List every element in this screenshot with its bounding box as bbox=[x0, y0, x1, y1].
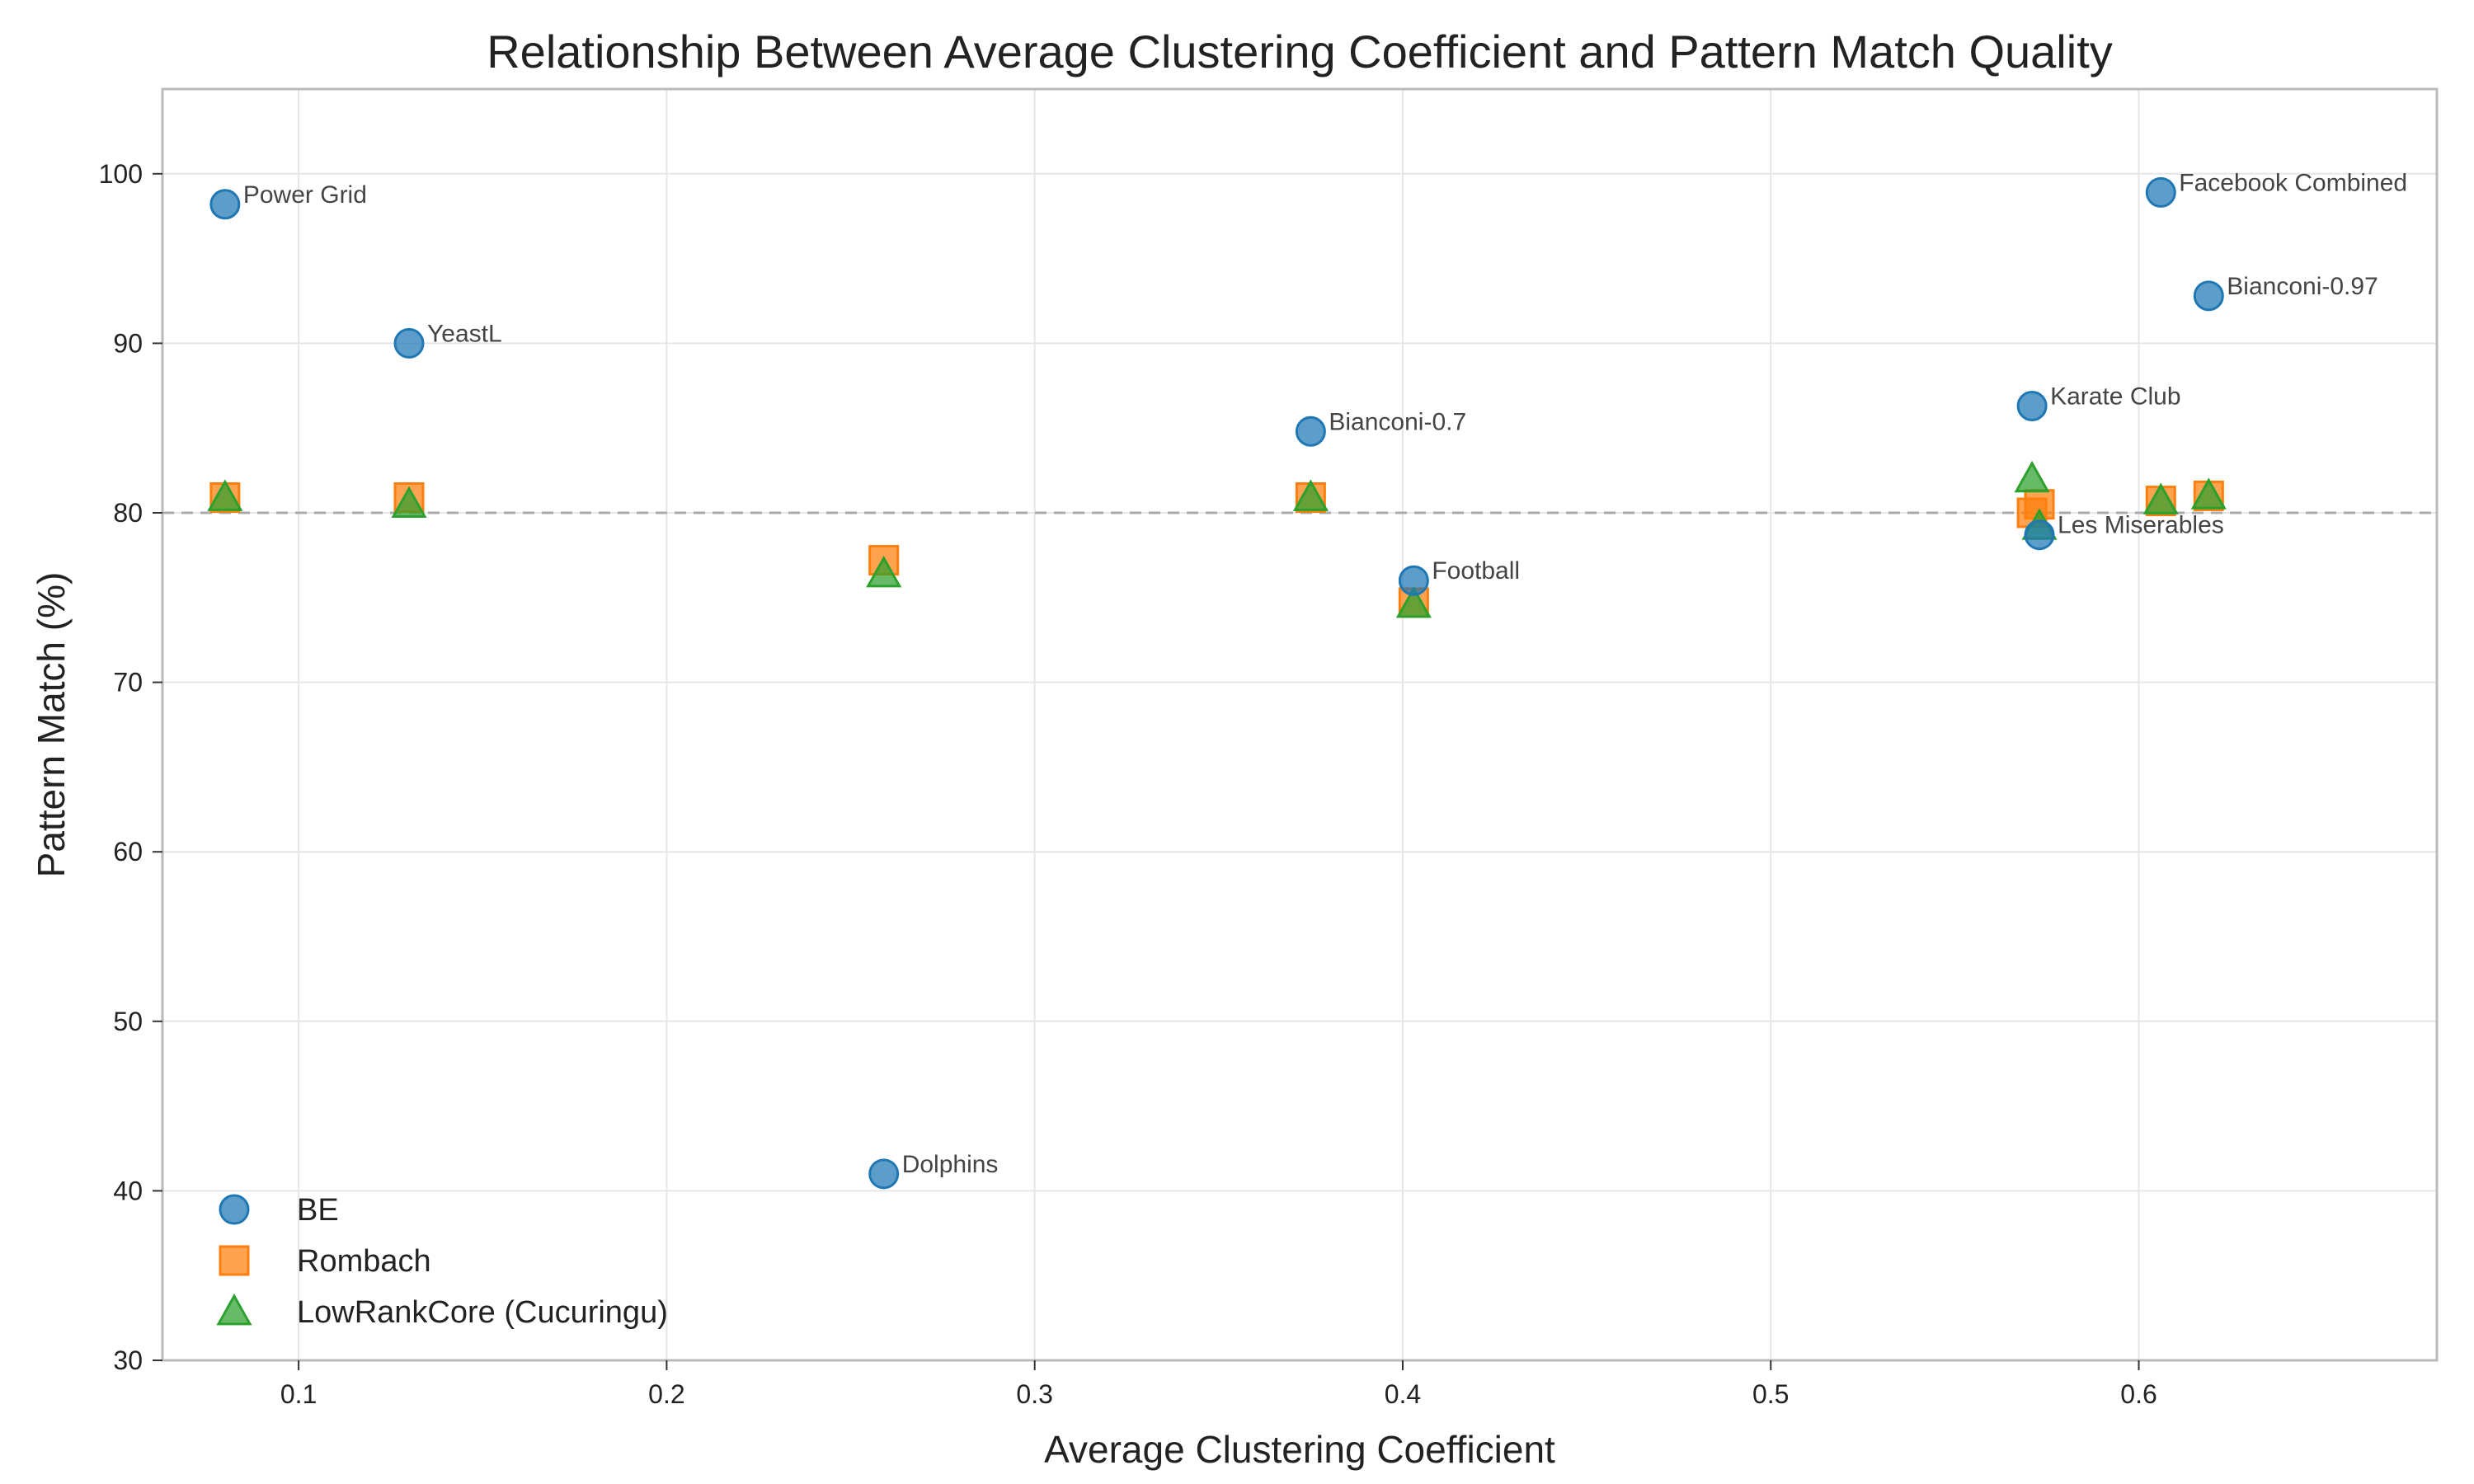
y-tick-label: 50 bbox=[113, 1007, 143, 1036]
circle-point bbox=[2145, 176, 2176, 208]
y-axis-label: Pattern Match (%) bbox=[30, 572, 73, 878]
triangle-point bbox=[391, 486, 427, 519]
legend-label: LowRankCore (Cucuringu) bbox=[297, 1295, 668, 1330]
y-tick-label: 30 bbox=[113, 1345, 143, 1375]
y-tick-label: 90 bbox=[113, 328, 143, 358]
circle-point bbox=[868, 1158, 900, 1190]
legend-label: BE bbox=[297, 1193, 339, 1228]
x-tick-label: 0.4 bbox=[1385, 1379, 1421, 1409]
point-label: Football bbox=[1432, 557, 1520, 585]
x-tick-label: 0.6 bbox=[2120, 1379, 2157, 1409]
triangle-point bbox=[2014, 460, 2050, 493]
axis-ticks: 0.1 0.2 0.3 0.4 0.5 0.6 30 40 50 60 70 80 90 100 bbox=[99, 159, 2157, 1409]
circle-point bbox=[1398, 565, 1429, 596]
point-label: Les Miserables bbox=[2058, 512, 2224, 539]
legend-marker bbox=[219, 1245, 250, 1276]
point-label: Karate Club bbox=[2050, 383, 2180, 410]
circle-point bbox=[393, 327, 425, 359]
triangle-point bbox=[2142, 482, 2179, 514]
point-label: Power Grid bbox=[243, 181, 367, 209]
x-tick-label: 0.1 bbox=[280, 1379, 317, 1409]
circle-point bbox=[2193, 280, 2224, 312]
y-tick-label: 60 bbox=[113, 837, 143, 866]
triangle-point bbox=[207, 479, 243, 511]
circle-point bbox=[2016, 390, 2048, 421]
x-tick-label: 0.3 bbox=[1016, 1379, 1052, 1409]
legend: BE Rombach LowRankCore (Cucuringu) bbox=[216, 1193, 668, 1330]
circle-point bbox=[1295, 416, 1326, 447]
grid-lines bbox=[162, 89, 2437, 1361]
triangle-point bbox=[866, 555, 902, 588]
triangle-point bbox=[1395, 585, 1432, 618]
data-points bbox=[207, 176, 2227, 1190]
y-tick-label: 40 bbox=[113, 1176, 143, 1205]
triangle-point bbox=[2190, 477, 2227, 510]
point-label: YeastL bbox=[427, 320, 502, 347]
point-label: Dolphins bbox=[902, 1151, 999, 1178]
chart-title: Relationship Between Average Clustering … bbox=[487, 26, 2113, 77]
point-label: Bianconi-0.97 bbox=[2227, 273, 2378, 300]
circle-point bbox=[2024, 519, 2055, 551]
y-tick-label: 80 bbox=[113, 498, 143, 528]
x-tick-label: 0.2 bbox=[648, 1379, 684, 1409]
x-tick-label: 0.5 bbox=[1752, 1379, 1789, 1409]
point-label: Bianconi-0.7 bbox=[1329, 408, 1466, 435]
point-label: Facebook Combined bbox=[2179, 169, 2407, 196]
circle-point bbox=[209, 189, 241, 220]
y-tick-label: 70 bbox=[113, 668, 143, 697]
legend-label: Rombach bbox=[297, 1244, 431, 1279]
triangle-point bbox=[1292, 479, 1329, 511]
point-labels: Power Grid YeastL Dolphins Bianconi-0.7 Foot… bbox=[243, 169, 2407, 1177]
y-tick-label: 100 bbox=[99, 159, 143, 189]
plot-frame bbox=[161, 87, 2439, 1362]
legend-marker bbox=[219, 1194, 250, 1225]
legend-marker bbox=[216, 1293, 252, 1326]
x-axis-label: Average Clustering Coefficient bbox=[1044, 1428, 1555, 1471]
